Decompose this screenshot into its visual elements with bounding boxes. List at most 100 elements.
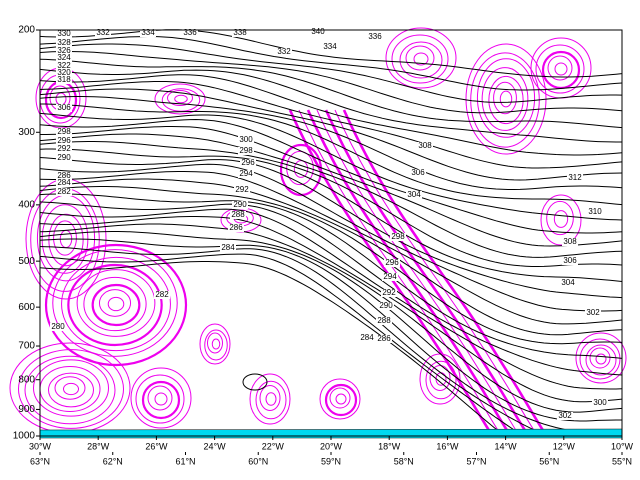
shading-contour <box>335 393 347 405</box>
shading-contour <box>385 27 457 89</box>
contour-label: 332 <box>96 28 110 37</box>
isentrope <box>39 186 623 345</box>
contour-label: 296 <box>57 136 71 145</box>
contour-label: 304 <box>407 190 421 199</box>
x2-tick-label: 60°N <box>248 456 268 466</box>
contour-label: 336 <box>183 28 197 37</box>
shading-contour <box>18 349 124 429</box>
isentrope <box>39 112 623 221</box>
shading-contour <box>199 323 231 365</box>
contour-label: 292 <box>382 288 396 297</box>
isentrope <box>39 133 623 258</box>
contour-layer <box>39 29 623 433</box>
shading-contour <box>553 210 569 228</box>
x2-tick-label: 59°N <box>321 456 341 466</box>
shading-contour <box>546 200 574 236</box>
shading-contour <box>107 296 125 312</box>
y-tick-label: 900 <box>18 404 35 415</box>
x2-tick-label: 56°N <box>539 456 559 466</box>
contour-label-bg <box>585 309 601 317</box>
isentrope <box>39 208 623 390</box>
contour-label: 286 <box>57 171 71 180</box>
x2-tick-label: 61°N <box>175 456 195 466</box>
contour-label: 294 <box>383 272 397 281</box>
isentrope <box>39 58 623 129</box>
shading-contour <box>147 385 173 411</box>
x2-tick-label: 62°N <box>103 456 123 466</box>
contour-label-bg <box>378 302 394 310</box>
x2-tick-label: 55°N <box>612 456 632 466</box>
shading-contour <box>83 276 147 332</box>
isentrope <box>39 88 623 181</box>
isentrope <box>39 81 623 169</box>
contour-label: 308 <box>563 237 577 246</box>
isentrope <box>39 178 623 336</box>
contour-label: 296 <box>385 258 399 267</box>
contour-label: 282 <box>155 290 169 299</box>
shading-contour <box>61 256 171 352</box>
isentrope <box>39 171 623 325</box>
shading-contour <box>399 41 443 79</box>
shading-band <box>334 109 536 433</box>
contour-label: 286 <box>377 334 391 343</box>
contour-label: 338 <box>233 28 247 37</box>
contour-label-bg <box>376 335 392 343</box>
y-tick-label: 700 <box>18 341 35 352</box>
contour-label-bg <box>232 201 248 209</box>
shading-contour <box>207 332 223 354</box>
isentrope <box>39 118 623 234</box>
shading-contour <box>405 45 435 71</box>
contour-label: 328 <box>57 38 71 47</box>
shading-contour <box>91 283 141 327</box>
contour-label: 326 <box>57 46 71 55</box>
shading-contour <box>429 365 451 391</box>
shading-contour <box>259 385 281 411</box>
contour-label-bg <box>367 33 383 41</box>
isentrope <box>39 141 623 267</box>
contour-label: 334 <box>323 42 337 51</box>
contour-label-bg <box>56 30 72 38</box>
contour-label-bg <box>560 279 576 287</box>
contour-label: 324 <box>57 53 71 62</box>
contour-label: 322 <box>57 61 71 70</box>
x-tick-label: 20°W <box>320 441 343 451</box>
contour-label: 294 <box>239 169 253 178</box>
shading-contour <box>535 44 585 94</box>
contour-label-bg <box>56 179 72 187</box>
isentrope <box>39 148 623 282</box>
contour-label: 334 <box>141 28 155 37</box>
contour-label: 320 <box>57 68 71 77</box>
isentrope <box>39 223 623 413</box>
contour-label: 288 <box>377 316 391 325</box>
shading-contour <box>24 355 116 425</box>
shading-contour <box>154 392 168 406</box>
contour-label-bg <box>220 244 236 252</box>
shading-contour <box>554 62 568 76</box>
contour-label-bg <box>56 76 72 84</box>
contour-label: 310 <box>588 207 602 216</box>
y-tick-label: 300 <box>18 127 35 138</box>
shading-contour <box>575 332 627 384</box>
shading-contour <box>167 90 193 106</box>
contour-label: 300 <box>239 135 253 144</box>
contour-label-bg <box>562 238 578 246</box>
x-tick-label: 14°W <box>495 441 518 451</box>
contour-label: 306 <box>411 168 425 177</box>
shading-contour <box>76 269 156 337</box>
contour-label-bg <box>359 334 375 342</box>
shading-contour <box>265 392 277 406</box>
isentrope <box>39 201 623 376</box>
contour-label-bg <box>56 69 72 77</box>
shading-contour <box>249 373 291 425</box>
contour-label-bg <box>562 257 578 265</box>
x2-tick-label: 58°N <box>394 456 414 466</box>
isentrope <box>39 29 623 78</box>
contour-label: 300 <box>593 398 607 407</box>
shading-contour <box>33 359 109 417</box>
contour-label-bg <box>557 412 573 420</box>
isentrope <box>39 96 623 190</box>
contour-label: 332 <box>277 47 291 56</box>
contour-label: 298 <box>239 146 253 155</box>
contour-label-bg <box>56 104 72 112</box>
